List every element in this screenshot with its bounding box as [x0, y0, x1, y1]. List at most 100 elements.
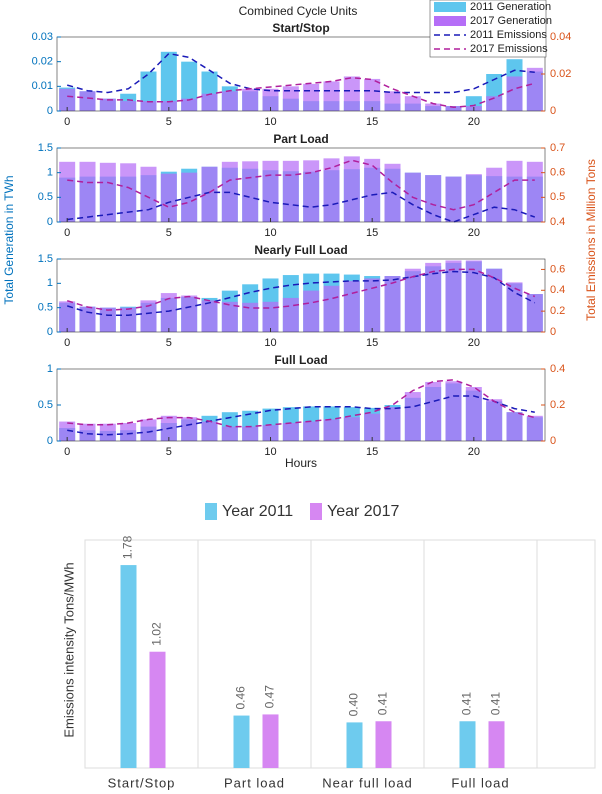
bar — [120, 101, 137, 111]
bar — [140, 300, 157, 332]
y-tick-label: 0.5 — [38, 302, 53, 314]
x-tick-label: 10 — [264, 446, 276, 458]
bar — [506, 412, 523, 441]
bar — [282, 297, 299, 332]
bar — [160, 173, 177, 222]
y2-axis-label: Total Emissions in Million Tons — [584, 159, 598, 321]
x-tick-label: 20 — [468, 116, 480, 128]
bar — [79, 161, 96, 222]
bar — [506, 160, 523, 222]
emission-line — [67, 159, 535, 211]
bar — [425, 103, 442, 111]
bar — [364, 158, 381, 222]
x-tick-label: 5 — [166, 337, 172, 349]
bar — [140, 166, 157, 222]
bar — [465, 174, 482, 222]
bar — [282, 160, 299, 222]
bar — [364, 413, 381, 441]
bar — [79, 91, 96, 111]
y2-tick-label: 0 — [550, 435, 556, 447]
bar — [262, 301, 279, 332]
bar — [526, 415, 543, 441]
bar — [201, 93, 218, 111]
value-label: 0.41 — [376, 692, 390, 716]
plot-area — [84, 539, 596, 769]
bar — [160, 51, 177, 111]
bar — [526, 294, 543, 332]
bar — [120, 307, 137, 332]
bar — [425, 381, 442, 441]
emission-line — [67, 76, 535, 109]
emission-line — [67, 191, 536, 223]
y-axis-label: Total Generation in TWh — [2, 175, 16, 304]
bar — [384, 407, 401, 441]
legend-swatch — [434, 16, 466, 26]
bar — [459, 721, 476, 768]
bar — [323, 158, 340, 222]
legend-swatch — [434, 2, 466, 12]
y-tick-label: 0 — [47, 435, 53, 447]
emission-line — [66, 270, 536, 317]
plot-area — [57, 148, 545, 222]
x-tick-label: 15 — [366, 337, 378, 349]
bar — [242, 302, 259, 332]
value-label: 1.02 — [150, 622, 164, 646]
y2-tick-label: 0.02 — [550, 68, 571, 80]
x-tick-label: 0 — [64, 227, 70, 239]
bar — [303, 160, 320, 222]
value-label: 0.41 — [489, 692, 503, 716]
subplot-title: Part Load — [273, 132, 328, 146]
bar — [221, 301, 238, 332]
legend-swatch — [310, 503, 322, 520]
x-tick-label: 10 — [264, 337, 276, 349]
bar — [262, 714, 279, 768]
bar — [346, 722, 363, 768]
x-tick-label: Part load — [224, 775, 285, 790]
emission-line — [67, 52, 535, 94]
bar — [404, 268, 421, 332]
x-tick-label: 0 — [64, 337, 70, 349]
bar — [120, 163, 137, 222]
bar — [79, 423, 96, 441]
bar — [59, 88, 76, 111]
bar — [343, 156, 360, 222]
y-axis-label: Emissions intensity Tons/MWh — [61, 562, 76, 737]
y2-tick-label: 0.6 — [550, 167, 565, 179]
y-tick-label: 0.01 — [32, 80, 53, 92]
legend-swatch — [205, 503, 217, 520]
x-tick-label: 20 — [468, 227, 480, 239]
x-tick-label: 0 — [64, 446, 70, 458]
x-tick-label: 5 — [166, 227, 172, 239]
y2-tick-label: 0 — [550, 326, 556, 338]
bar — [201, 421, 218, 441]
x-tick-label: 15 — [366, 446, 378, 458]
x-tick-label: Start/Stop — [108, 775, 176, 790]
subplot-title: Nearly Full Load — [254, 243, 347, 257]
y2-tick-label: 0.2 — [550, 399, 565, 411]
bar — [375, 721, 392, 768]
bar — [343, 76, 360, 111]
x-tick-label: 15 — [366, 116, 378, 128]
bar — [323, 285, 340, 332]
bar — [323, 419, 340, 441]
bar — [59, 301, 76, 332]
bar — [323, 81, 340, 111]
value-label: 0.41 — [460, 692, 474, 716]
value-label: 0.46 — [234, 686, 248, 710]
y-tick-label: 1.5 — [38, 142, 53, 154]
bar — [384, 91, 401, 111]
bar — [486, 167, 503, 222]
subplot-title: Start/Stop — [272, 21, 329, 35]
y-tick-label: 0.02 — [32, 56, 53, 68]
legend-label: 2011 Generation — [470, 1, 551, 13]
bar — [465, 260, 482, 332]
axes-box — [56, 258, 546, 333]
emission-line — [67, 395, 535, 436]
x-tick-label: 5 — [166, 446, 172, 458]
plot-area — [57, 259, 545, 332]
bar — [303, 83, 320, 111]
legend-label: Year 2011 — [222, 503, 293, 520]
y2-tick-label: 0 — [550, 105, 556, 117]
bar — [445, 260, 462, 332]
